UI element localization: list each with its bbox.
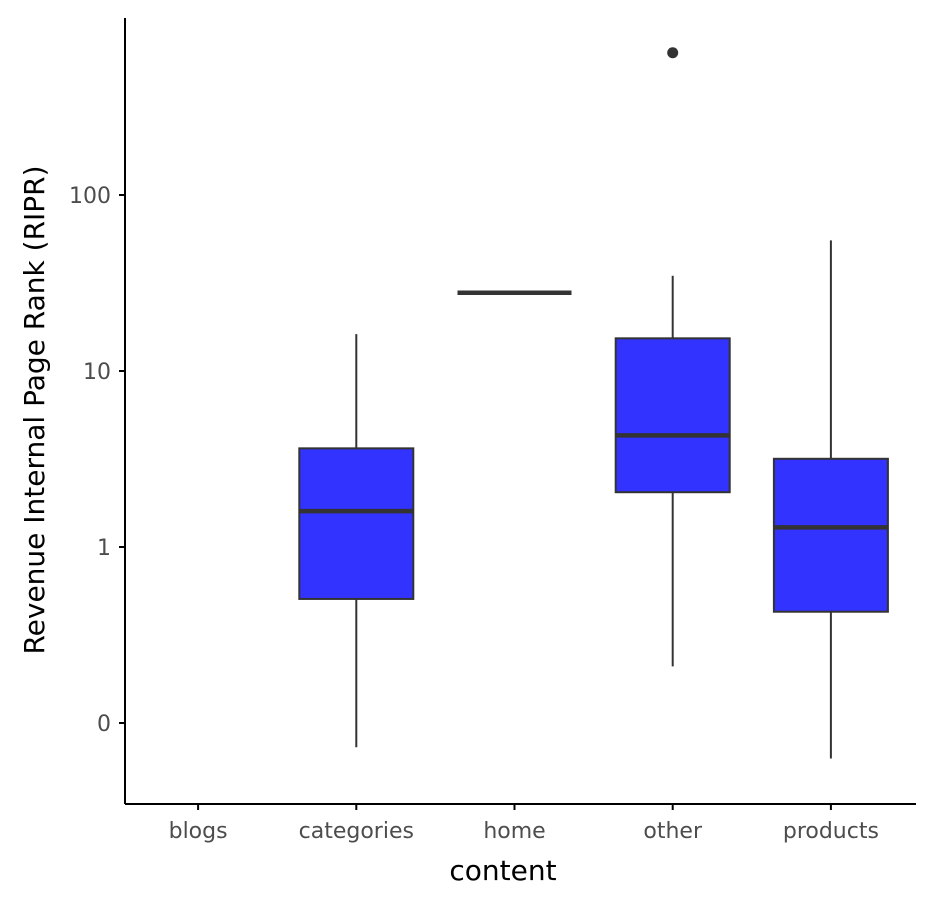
axes: 0 1 10 100 blogs categories home other products bbox=[69, 18, 916, 844]
y-tick-label: 0 bbox=[97, 712, 111, 737]
box-categories bbox=[298, 334, 415, 748]
x-tick-label: blogs bbox=[169, 819, 228, 844]
y-tick-label: 10 bbox=[83, 360, 111, 385]
box-iqr bbox=[772, 457, 889, 613]
x-tick-label: products bbox=[783, 819, 879, 844]
x-tick-label: home bbox=[483, 819, 545, 844]
box-products bbox=[772, 240, 889, 759]
outlier-point bbox=[667, 47, 679, 59]
y-tick-label: 1 bbox=[97, 536, 111, 561]
y-axis-title: Revenue Internal Page Rank (RIPR) bbox=[18, 165, 51, 654]
box-iqr bbox=[298, 447, 415, 600]
x-tick-label: other bbox=[643, 819, 703, 844]
box-iqr bbox=[614, 337, 731, 494]
plot-area bbox=[298, 47, 889, 759]
y-tick-label: 100 bbox=[69, 184, 111, 209]
x-axis-title: content bbox=[449, 854, 556, 887]
x-tick-label: categories bbox=[299, 819, 414, 844]
box-other bbox=[614, 47, 731, 667]
